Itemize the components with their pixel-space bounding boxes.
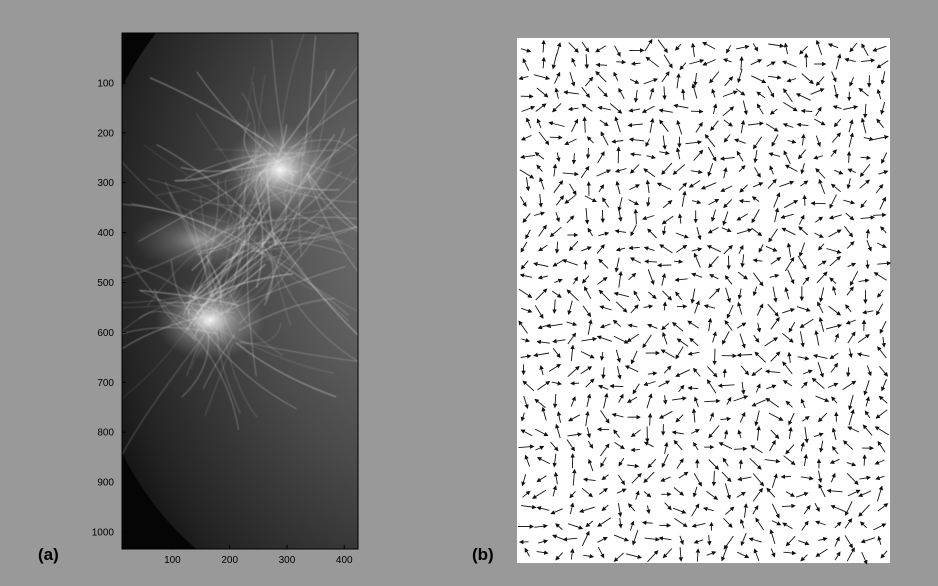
- y-tick-label: 800: [97, 428, 114, 439]
- arrow: [602, 210, 603, 222]
- arrow: [616, 62, 625, 63]
- y-tick-label: 900: [97, 478, 114, 489]
- arrow: [811, 203, 825, 204]
- panel-label: (b): [472, 545, 494, 564]
- y-tick-label: 400: [97, 228, 114, 239]
- arrow: [598, 429, 609, 430]
- arrow: [782, 476, 791, 477]
- y-tick-label: 600: [97, 328, 114, 339]
- arrow: [873, 215, 886, 216]
- arrow: [597, 65, 608, 66]
- arrow: [715, 349, 716, 365]
- y-tick-label: 200: [97, 128, 114, 139]
- x-tick-label: 200: [221, 555, 238, 566]
- y-tick-label: 300: [97, 178, 114, 189]
- arrow: [734, 449, 746, 450]
- y-tick-label: 1000: [92, 528, 115, 539]
- page: {"panel_a": {"label": "(a)", "xlim": [12…: [0, 0, 938, 586]
- x-tick-label: 400: [336, 555, 353, 566]
- y-tick-label: 700: [97, 378, 114, 389]
- quiver-panel: [517, 38, 890, 563]
- y-tick-label: 500: [97, 278, 114, 289]
- arrow: [806, 54, 807, 67]
- y-tick-label: 100: [97, 78, 114, 89]
- x-tick-label: 100: [164, 555, 181, 566]
- mammogram-image: [44, 0, 580, 586]
- arrow: [849, 152, 850, 163]
- arrow: [864, 455, 865, 466]
- figure: (a) (b) 100 200 300 400 500 600 700 800 900 1000 1…: [0, 0, 938, 586]
- panel-label: (a): [38, 545, 59, 564]
- arrow: [610, 386, 623, 387]
- x-tick-label: 300: [279, 555, 296, 566]
